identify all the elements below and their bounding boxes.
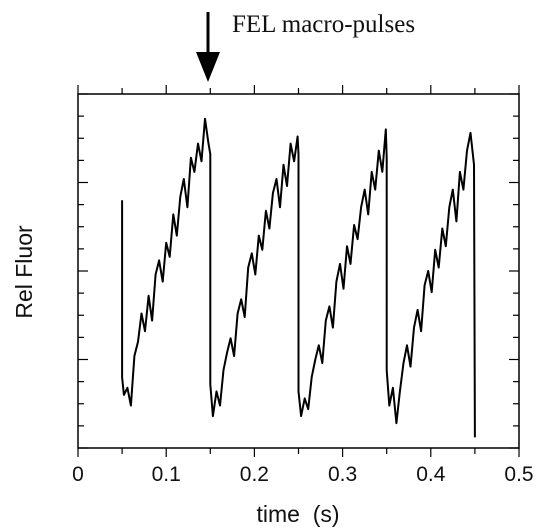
axis-ticks (77, 85, 520, 457)
y-axis-label: Rel Fluor (11, 225, 37, 319)
annotation: FEL macro-pulses (196, 11, 415, 82)
x-tick-label: 0.3 (328, 463, 357, 486)
series-layer (121, 117, 476, 438)
x-tick-label: 0.4 (416, 463, 446, 486)
x-tick-label: 0.2 (240, 463, 269, 486)
arrow-down-icon (196, 52, 220, 82)
x-axis-label: time (s) (256, 501, 339, 527)
x-tick-label: 0.1 (152, 463, 181, 486)
x-tick-label: 0.5 (504, 463, 533, 486)
annotation-text: FEL macro-pulses (232, 11, 415, 38)
series-line-0 (121, 117, 476, 438)
x-tick-labels: 0 0.1 0.2 0.3 0.4 0.5 (72, 463, 533, 486)
x-tick-label: 0 (72, 463, 84, 486)
